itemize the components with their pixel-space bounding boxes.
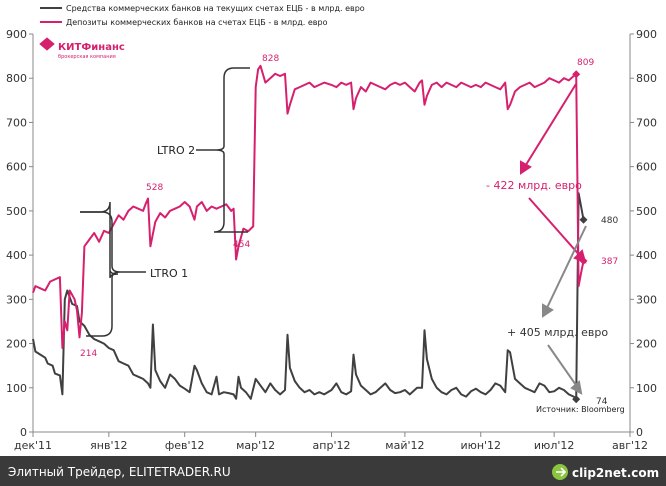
y-axis-left-ticks: 0 100 200 300 400 500 600 700 800 900 bbox=[6, 28, 33, 439]
data-label-214: 214 bbox=[80, 349, 97, 359]
ltro1-label: LTRO 1 bbox=[150, 267, 188, 280]
x-tick-label: апр'12 bbox=[313, 439, 351, 452]
y-tick-label-right: 500 bbox=[636, 205, 657, 218]
x-axis-ticks: дек'11 янв'12 фев'12 мар'12 апр'12 май'12 июн'… bbox=[14, 432, 648, 452]
x-tick-label: авг'12 bbox=[612, 439, 648, 452]
x-tick-label: июл'12 bbox=[534, 439, 574, 452]
ltro1-bracket bbox=[80, 201, 146, 337]
x-tick-label: дек'11 bbox=[14, 439, 52, 452]
x-tick-label: мар'12 bbox=[236, 439, 275, 452]
marker-deposit-end bbox=[579, 256, 588, 265]
y-tick-label-left: 700 bbox=[6, 116, 27, 129]
y-tick-label-left: 600 bbox=[6, 161, 27, 174]
x-tick-label: май'12 bbox=[385, 439, 424, 452]
clip2net-icon-arrow bbox=[556, 467, 567, 477]
x-tick-label: июн'12 bbox=[460, 439, 501, 452]
brand-logo: КИТФинанс брокерская компания bbox=[39, 37, 125, 60]
brand-logo-tagline: брокерская компания bbox=[58, 54, 116, 60]
y-tick-label-left: 900 bbox=[6, 28, 27, 41]
series-line-current-accounts bbox=[32, 192, 585, 401]
y-tick-label-left: 800 bbox=[6, 72, 27, 85]
deposit-change-arrows bbox=[520, 83, 587, 264]
y-tick-label-right: 600 bbox=[636, 161, 657, 174]
x-tick-label: янв'12 bbox=[90, 439, 127, 452]
data-label-809: 809 bbox=[577, 58, 594, 68]
series-line-deposits bbox=[32, 64, 585, 349]
chart-markers bbox=[572, 70, 588, 404]
y-tick-label-right: 0 bbox=[636, 426, 643, 439]
deposit-change-label: - 422 млрд. евро bbox=[486, 179, 582, 192]
data-label-528: 528 bbox=[146, 183, 163, 193]
y-tick-label-left: 300 bbox=[6, 293, 27, 306]
footer-site-text: Элитный Трейдер, ELITETRADER.RU bbox=[8, 465, 231, 479]
data-label-74: 74 bbox=[596, 397, 608, 407]
y-tick-label-left: 500 bbox=[6, 205, 27, 218]
legend-label-current: Средства коммерческих банков на текущих … bbox=[66, 4, 365, 13]
y-tick-label-left: 200 bbox=[6, 338, 27, 351]
data-label-387: 387 bbox=[601, 257, 618, 267]
current-change-arrows bbox=[542, 225, 587, 395]
y-tick-label-right: 900 bbox=[636, 28, 657, 41]
data-label-480: 480 bbox=[601, 216, 618, 226]
ltro2-bracket bbox=[196, 67, 250, 233]
clip2net-text: clip2net.com bbox=[572, 466, 659, 480]
brand-logo-icon bbox=[39, 37, 55, 51]
source-note: Источник: Bloomberg bbox=[536, 405, 625, 414]
brand-logo-text: КИТФинанс bbox=[58, 42, 125, 53]
legend: Средства коммерческих банков на текущих … bbox=[40, 4, 365, 27]
x-tick-label: фев'12 bbox=[165, 439, 205, 452]
y-tick-label-left: 400 bbox=[6, 249, 27, 262]
y-tick-label-left: 100 bbox=[6, 382, 27, 395]
y-tick-label-right: 300 bbox=[636, 293, 657, 306]
y-tick-label-right: 700 bbox=[636, 116, 657, 129]
y-tick-label-right: 100 bbox=[636, 382, 657, 395]
marker-current-end bbox=[579, 215, 588, 224]
y-tick-label-right: 400 bbox=[636, 249, 657, 262]
y-axis-right-ticks: 0 100 200 300 400 500 600 700 800 900 bbox=[630, 28, 657, 439]
data-label-828: 828 bbox=[262, 54, 279, 64]
ltro2-label: LTRO 2 bbox=[157, 144, 195, 157]
current-change-label: + 405 млрд. евро bbox=[507, 326, 608, 339]
y-tick-label-right: 200 bbox=[636, 338, 657, 351]
clip2net-logo[interactable]: clip2net.com bbox=[552, 464, 659, 480]
y-tick-label-right: 800 bbox=[636, 72, 657, 85]
marker-current-low bbox=[572, 395, 581, 404]
data-label-454: 454 bbox=[233, 240, 250, 250]
y-tick-label-left: 0 bbox=[20, 426, 27, 439]
legend-label-deposit: Депозиты коммерческих банков на счетах Е… bbox=[66, 18, 328, 27]
marker-deposit-peak bbox=[572, 70, 581, 79]
